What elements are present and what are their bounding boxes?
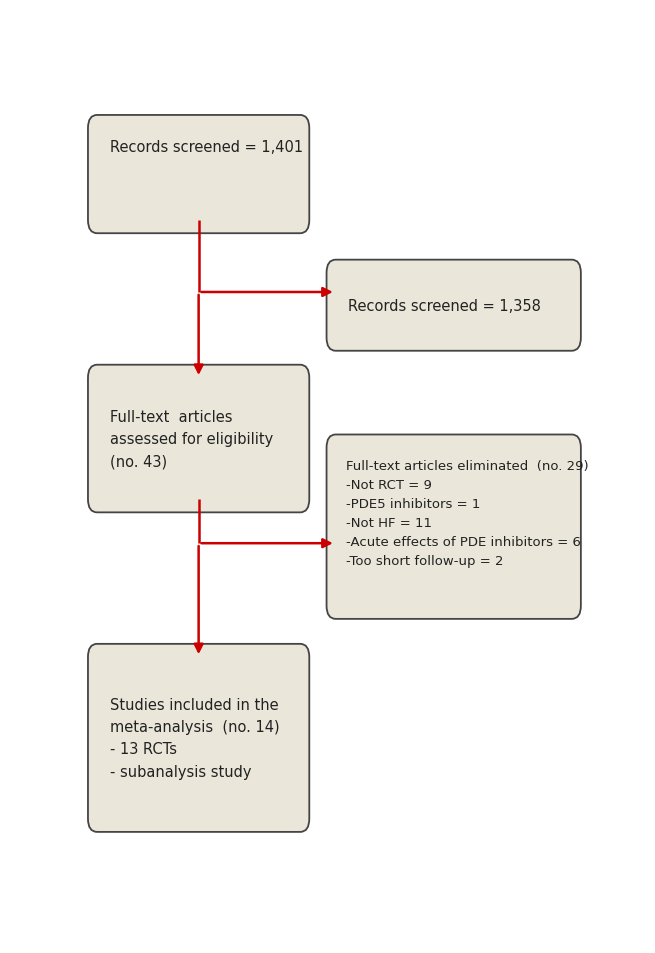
Text: Records screened = 1,358: Records screened = 1,358: [348, 298, 541, 314]
FancyBboxPatch shape: [88, 116, 309, 234]
Text: Full-text articles eliminated  (no. 29)
-Not RCT = 9
-PDE5 inhibitors = 1
-Not H: Full-text articles eliminated (no. 29) -…: [346, 459, 588, 567]
Text: Full-text  articles
assessed for eligibility
(no. 43): Full-text articles assessed for eligibil…: [110, 410, 273, 469]
FancyBboxPatch shape: [88, 644, 309, 832]
FancyBboxPatch shape: [327, 435, 581, 619]
FancyBboxPatch shape: [88, 365, 309, 513]
Text: Studies included in the
meta-analysis  (no. 14)
- 13 RCTs
- subanalysis study: Studies included in the meta-analysis (n…: [110, 698, 280, 779]
FancyBboxPatch shape: [327, 260, 581, 352]
Text: Records screened = 1,401: Records screened = 1,401: [110, 140, 303, 155]
